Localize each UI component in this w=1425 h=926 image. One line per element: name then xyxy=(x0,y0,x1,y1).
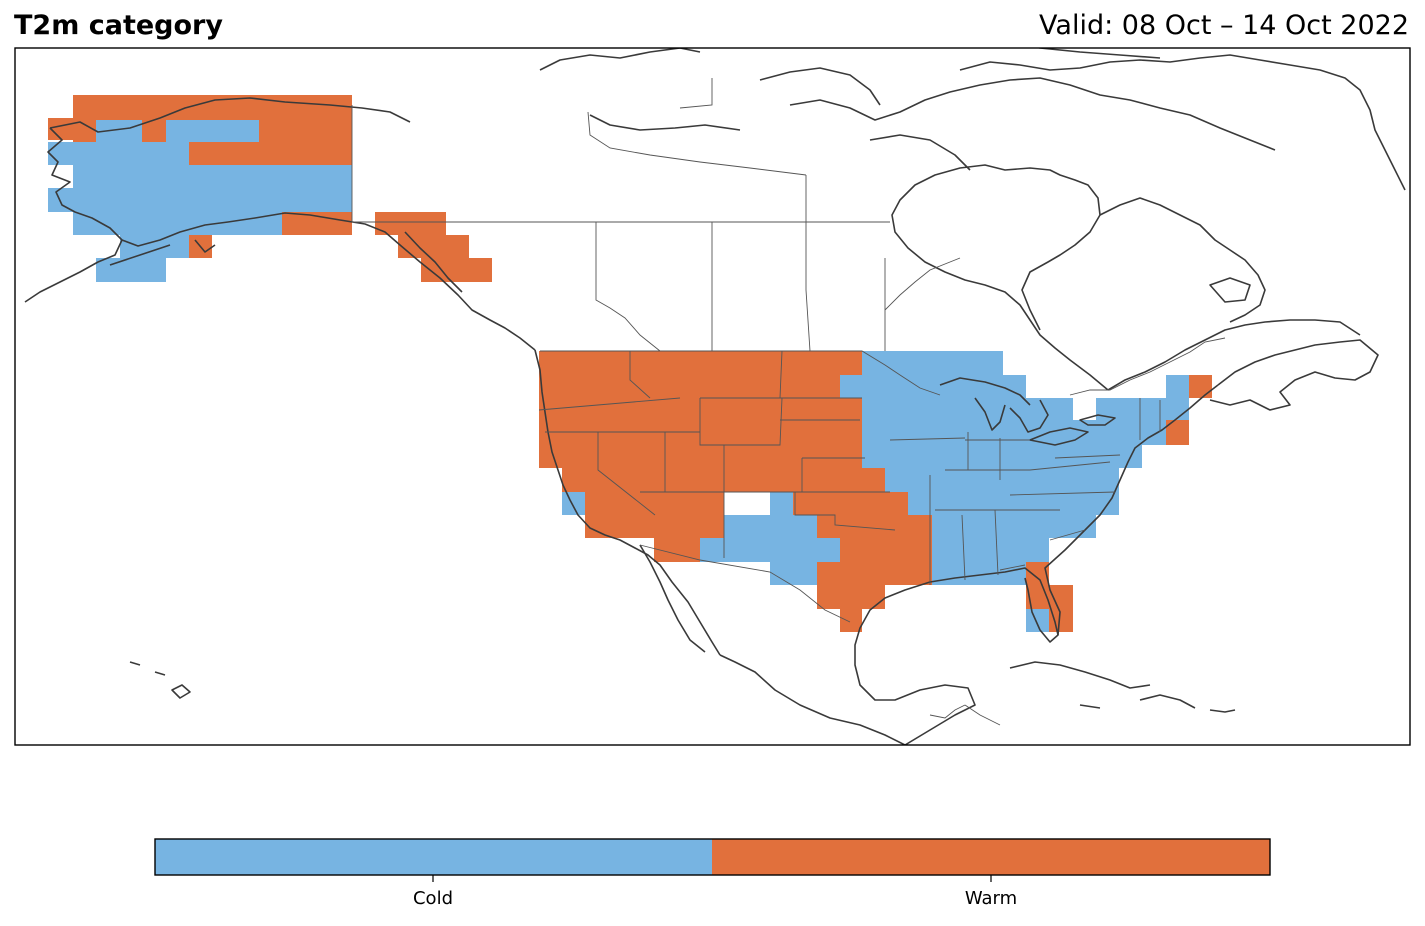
political-borders xyxy=(351,78,1226,726)
colorbar xyxy=(154,838,1271,882)
warm-cells xyxy=(1189,375,1212,398)
cold-cells xyxy=(562,492,585,515)
cold-cells xyxy=(48,120,352,235)
alaska-region xyxy=(48,95,352,282)
panhandle-region xyxy=(375,212,492,282)
cold-cells xyxy=(120,235,189,258)
map-title: T2m category xyxy=(14,10,223,41)
warm-cells xyxy=(1166,420,1189,445)
legend-warm-label: Warm xyxy=(964,888,1018,909)
colorbar-cold-segment xyxy=(155,839,712,875)
map-lines xyxy=(24,48,1406,745)
valid-period: Valid: 08 Oct – 14 Oct 2022 xyxy=(1039,10,1409,41)
cold-cells xyxy=(840,351,1189,585)
warm-cells xyxy=(1026,562,1073,632)
legend-cold-label: Cold xyxy=(412,888,454,909)
colorbar-warm-segment xyxy=(712,839,1270,875)
warm-cells xyxy=(375,212,492,282)
cold-cells xyxy=(96,258,166,282)
map-frame xyxy=(14,47,1411,746)
coastline xyxy=(24,48,1406,745)
eastern-us-cold xyxy=(840,351,1212,632)
colorbar-frame xyxy=(154,838,1271,876)
